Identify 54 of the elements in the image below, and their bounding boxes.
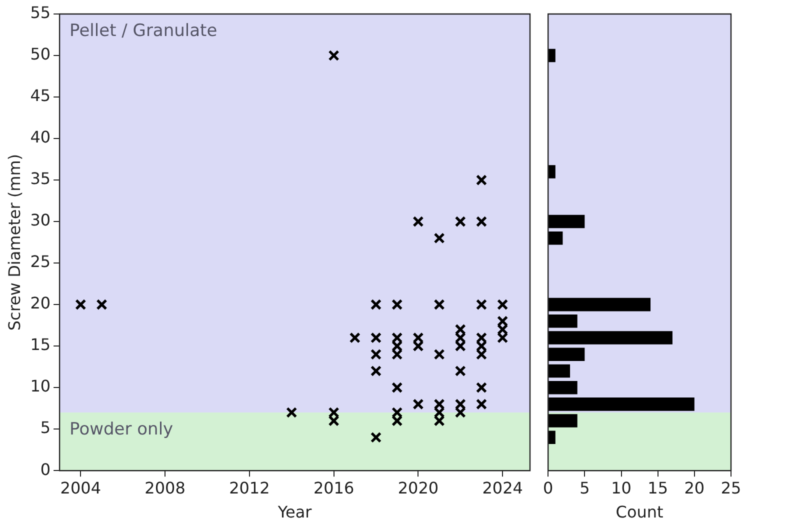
y-tick-label: 15 xyxy=(30,335,51,354)
band-label: Pellet / Granulate xyxy=(70,20,218,41)
x-tick-label: 25 xyxy=(720,478,742,498)
point xyxy=(454,216,466,228)
point xyxy=(370,432,382,443)
point xyxy=(434,348,445,360)
point xyxy=(476,216,488,228)
point xyxy=(370,299,382,310)
y-tick-label: 25 xyxy=(30,252,51,272)
point xyxy=(286,406,298,418)
point xyxy=(476,174,488,186)
x-axis-title: Count xyxy=(616,502,664,522)
x-tick-label: 2012 xyxy=(229,478,270,498)
point xyxy=(476,398,488,410)
point xyxy=(476,299,488,310)
y-tick-label: 5 xyxy=(40,418,51,438)
y-tick-label: 35 xyxy=(30,169,51,188)
point xyxy=(497,299,508,310)
point xyxy=(476,382,488,394)
x-tick-label: 10 xyxy=(611,478,632,498)
x-tick-label: 15 xyxy=(648,478,668,498)
point xyxy=(434,232,445,244)
point xyxy=(454,365,466,377)
band-label: Powder only xyxy=(70,419,174,440)
point xyxy=(96,299,108,310)
y-tick-label: 55 xyxy=(30,3,51,22)
point xyxy=(370,332,382,344)
x-tick-label: 2008 xyxy=(144,478,186,498)
x-tick-label: 2004 xyxy=(60,478,102,498)
point xyxy=(370,365,382,377)
point xyxy=(392,299,403,310)
y-tick-label: 30 xyxy=(30,210,51,230)
x-tick-label: 0 xyxy=(542,478,554,498)
x-axis-title: Year xyxy=(276,502,312,522)
y-tick-label: 40 xyxy=(30,128,51,147)
point xyxy=(434,299,445,310)
x-tick-label: 2020 xyxy=(398,478,439,498)
point xyxy=(328,50,340,62)
point xyxy=(412,398,424,410)
point xyxy=(370,348,382,360)
y-axis-title: Screw Diameter (mm) xyxy=(4,154,24,331)
point xyxy=(349,332,360,344)
y-tick-label: 45 xyxy=(30,86,51,106)
x-tick-label: 2024 xyxy=(482,478,523,498)
x-tick-label: 2016 xyxy=(313,478,354,498)
point xyxy=(412,216,424,228)
y-tick-label: 0 xyxy=(40,460,51,479)
y-tick-label: 20 xyxy=(30,294,51,313)
x-tick-label: 5 xyxy=(580,478,590,498)
y-tick-label: 10 xyxy=(30,376,51,396)
x-tick-label: 20 xyxy=(684,478,705,498)
point xyxy=(75,299,86,310)
y-tick-label: 50 xyxy=(30,44,51,64)
point xyxy=(392,382,403,394)
